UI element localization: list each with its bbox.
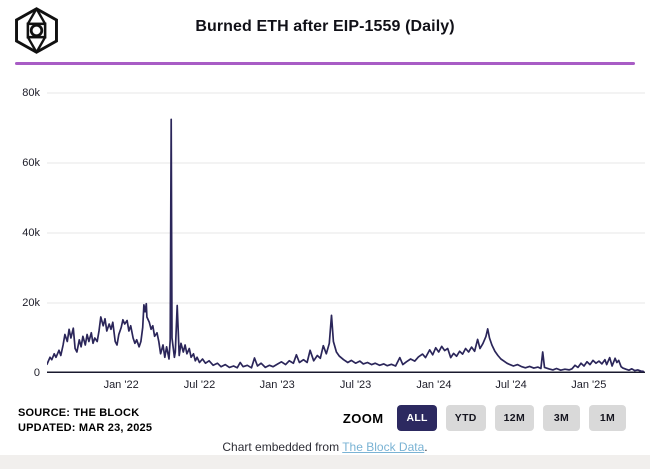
brand-divider bbox=[15, 62, 635, 65]
y-axis-tick-40k: 40k bbox=[22, 227, 40, 239]
y-axis-tick-80k: 80k bbox=[22, 87, 40, 99]
x-axis-tick-jul23: Jul '23 bbox=[339, 379, 372, 391]
zoom-label: ZOOM bbox=[342, 410, 384, 426]
y-axis-tick-0: 0 bbox=[33, 367, 40, 379]
x-axis-tick-jul22: Jul '22 bbox=[183, 379, 216, 391]
line-chart-plot[interactable] bbox=[47, 85, 645, 373]
embed-suffix: . bbox=[424, 440, 428, 454]
embed-prefix: Chart embedded from bbox=[222, 440, 343, 454]
zoom-button-1m[interactable]: 1M bbox=[589, 405, 626, 431]
x-axis-tick-jul24: Jul '24 bbox=[495, 379, 527, 391]
x-axis-tick-jan22: Jan '22 bbox=[103, 379, 139, 391]
zoom-button-group: ALL YTD 12M 3M 1M bbox=[397, 405, 626, 431]
chart-title: Burned ETH after EIP-1559 (Daily) bbox=[195, 18, 455, 35]
source-attribution: SOURCE: THE BLOCK UPDATED: MAR 23, 2025 bbox=[18, 406, 152, 436]
chart-area: 0 20k 40k 60k 80k Jan '22 Jul '22 Jan '23 Jul '… bbox=[22, 85, 645, 391]
embed-link[interactable]: The Block Data bbox=[342, 440, 425, 454]
zoom-controls: ZOOM ALL YTD 12M 3M 1M bbox=[343, 405, 626, 431]
burned-eth-line-series bbox=[47, 118, 645, 373]
y-axis-tick-60k: 60k bbox=[22, 157, 40, 169]
zoom-button-12m[interactable]: 12M bbox=[494, 405, 534, 431]
zoom-button-3m[interactable]: 3M bbox=[543, 405, 580, 431]
page-background-strip bbox=[0, 455, 650, 469]
embed-note: Chart embedded from The Block Data. bbox=[0, 440, 650, 454]
y-axis-tick-20k: 20k bbox=[22, 297, 40, 309]
zoom-button-ytd[interactable]: YTD bbox=[445, 405, 486, 431]
updated-line: UPDATED: MAR 23, 2025 bbox=[18, 422, 153, 434]
source-line: SOURCE: THE BLOCK bbox=[18, 407, 140, 419]
the-block-logo-icon bbox=[15, 7, 58, 54]
x-axis-tick-jan24: Jan '24 bbox=[416, 379, 452, 391]
x-axis-tick-jan25: Jan '25 bbox=[571, 379, 607, 391]
x-axis-tick-jan23: Jan '23 bbox=[259, 379, 295, 391]
zoom-button-all[interactable]: ALL bbox=[397, 405, 437, 431]
